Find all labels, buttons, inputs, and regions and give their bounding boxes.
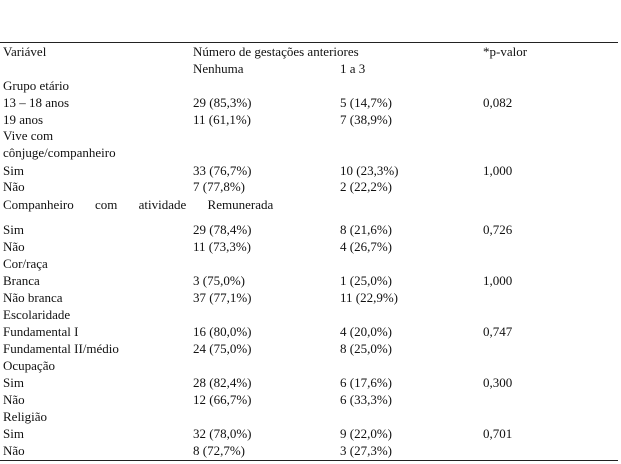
header-cell: Variável (3, 44, 47, 59)
row-label: Branca (3, 273, 40, 288)
row-label: Grupo etário (3, 78, 70, 93)
row-label: Ocupação (3, 358, 55, 373)
row-label: Não (3, 443, 25, 458)
row-label: Não (3, 392, 25, 407)
table-cell: 33 (76,7%) (193, 163, 252, 178)
row-label: Vive com (3, 128, 54, 143)
subheader-cell: Nenhuma (193, 61, 244, 76)
row-label: Não (3, 179, 25, 194)
header-cell: Número de gestações anteriores (193, 44, 359, 59)
table-cell: 10 (23,3%) (340, 163, 399, 178)
table-cell: 11 (22,9%) (340, 290, 399, 305)
row-label: Sim (3, 222, 24, 237)
row-label: 19 anos (3, 112, 44, 127)
row-label: Fundamental I (3, 324, 79, 339)
row-label: Sim (3, 163, 24, 178)
row-label: cônjuge/companheiro (3, 145, 116, 160)
table-cell: 37 (77,1%) (193, 290, 252, 305)
row-label: Escolaridade (3, 307, 71, 322)
table-cell: 0,726 (483, 222, 513, 237)
table-cell: 11 (61,1%) (193, 112, 252, 127)
table-cell: 8 (72,7%) (193, 443, 245, 458)
table-cell: 24 (75,0%) (193, 341, 252, 356)
table-cell: 8 (21,6%) (340, 222, 392, 237)
table-cell: 16 (80,0%) (193, 324, 252, 339)
table-cell: 28 (82,4%) (193, 375, 252, 390)
table-cell: 3 (27,3%) (340, 443, 392, 458)
table-cell: 8 (25,0%) (340, 341, 392, 356)
bottom-rule (0, 460, 618, 461)
top-rule (0, 42, 618, 43)
table-cell: 2 (22,2%) (340, 179, 392, 194)
table-cell: 1,000 (483, 163, 513, 178)
row-label: Sim (3, 375, 24, 390)
table-cell: 1,000 (483, 273, 513, 288)
row-label: Sim (3, 426, 24, 441)
subheader-cell: 1 a 3 (340, 61, 366, 76)
table-cell: 6 (33,3%) (340, 392, 392, 407)
row-label: Cor/raça (3, 256, 48, 271)
table-cell: 0,701 (483, 426, 513, 441)
table-cell: 9 (22,0%) (340, 426, 392, 441)
row-label: Fundamental II/médio (3, 341, 119, 356)
table-cell: 29 (85,3%) (193, 95, 252, 110)
table-cell: 3 (75,0%) (193, 273, 245, 288)
header-cell: *p-valor (483, 44, 528, 59)
table-cell: 6 (17,6%) (340, 375, 392, 390)
table-cell: 7 (38,9%) (340, 112, 392, 127)
table-cell: 4 (26,7%) (340, 239, 392, 254)
row-label: Religião (3, 409, 48, 424)
table-cell: 11 (73,3%) (193, 239, 252, 254)
row-label: Companheiro com atividade Remunerada (3, 197, 274, 212)
row-label: Não (3, 239, 25, 254)
table-cell: 0,082 (483, 95, 513, 110)
table-cell: 32 (78,0%) (193, 426, 252, 441)
table-cell: 4 (20,0%) (340, 324, 392, 339)
table-cell: 7 (77,8%) (193, 179, 245, 194)
table-cell: 0,747 (483, 324, 513, 339)
table-cell: 0,300 (483, 375, 513, 390)
table-cell: 29 (78,4%) (193, 222, 252, 237)
row-label: 13 – 18 anos (3, 95, 70, 110)
table-cell: 5 (14,7%) (340, 95, 392, 110)
table-cell: 1 (25,0%) (340, 273, 392, 288)
row-label: Não branca (3, 290, 63, 305)
table-cell: 12 (66,7%) (193, 392, 252, 407)
